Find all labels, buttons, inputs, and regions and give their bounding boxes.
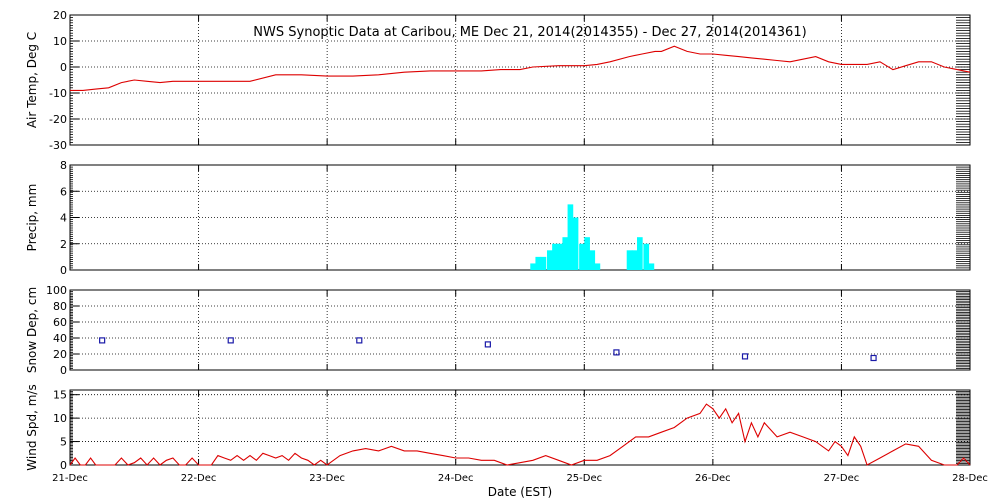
panel-1-ylabel: Air Temp, Deg C: [25, 32, 39, 128]
panel-2-tick-label: 0: [60, 264, 67, 277]
panel-2-bar: [572, 217, 579, 270]
panel-3-tick-label: 0: [60, 364, 67, 377]
panel-2-bar: [547, 250, 553, 270]
panel-3-point: [99, 337, 106, 344]
chart-panels: -30 -20 -10 0 10 20 Air Temp, Deg C 0 2 4 6 8 Precip…: [25, 9, 988, 484]
x-tick-label: 23-Dec: [309, 473, 345, 484]
x-tick-label: 22-Dec: [181, 473, 217, 484]
panel-2-bar: [637, 237, 643, 270]
panel-2-tick-label: 8: [60, 159, 67, 172]
x-tick-label: 25-Dec: [566, 473, 602, 484]
panel-4-tick-label: 10: [53, 412, 67, 425]
panel-1-tick-label: 10: [53, 35, 67, 48]
panel-2-bar: [562, 237, 569, 270]
x-tick-label: 28-Dec: [952, 473, 988, 484]
panel-1-tick-label: -10: [49, 87, 67, 100]
panel-4-tick-label: 0: [60, 459, 67, 472]
panel-3-frame: [69, 289, 971, 371]
panel-4-series-line: [69, 403, 971, 466]
panel-3-point: [741, 353, 749, 360]
panel-2-bar: [648, 263, 655, 270]
panel-3-point: [484, 341, 491, 348]
panel-3-point: [613, 349, 620, 356]
panel-2-bar: [589, 250, 596, 270]
panel-2-ylabel: Precip, mm: [25, 184, 39, 252]
x-axis-label: Date (EST): [488, 485, 552, 499]
panel-2-bar: [557, 243, 563, 270]
panel-4-tick-label: 5: [60, 436, 67, 449]
panel-4-tick-label: 15: [53, 389, 67, 402]
panel-3-ylabel: Snow Dep, cm: [25, 287, 39, 373]
x-tick-label: 24-Dec: [438, 473, 474, 484]
panel-2-bar: [626, 250, 633, 270]
panel-2-bar: [552, 243, 558, 270]
panel-2-tick-label: 6: [60, 185, 67, 198]
chart-title: NWS Synoptic Data at Caribou, ME Dec 21,…: [253, 25, 806, 40]
panel-3-tick-label: 20: [53, 348, 67, 361]
x-tick-label: 27-Dec: [824, 473, 860, 484]
panel-3-point: [356, 337, 363, 344]
panel-3-point: [227, 337, 234, 344]
panel-1-series-line: [70, 45, 971, 91]
panel-2-bar: [567, 204, 574, 270]
panel-1-tick-label: 20: [53, 9, 67, 22]
panel-3-tick-label: 40: [53, 332, 67, 345]
panel-2-tick-label: 4: [60, 212, 67, 225]
panel-3-tick-label: 80: [53, 300, 67, 313]
panel-1-tick-label: -30: [49, 139, 67, 152]
panel-2-bar: [535, 256, 542, 270]
panel-2-bar: [643, 243, 650, 270]
panel-2-bar: [631, 250, 638, 270]
panel-3-tick-label: 100: [46, 284, 67, 297]
panel-1-tick-label: -20: [49, 113, 67, 126]
panel-4-ylabel: Wind Spd, m/s: [25, 384, 39, 470]
panel-2-bar: [584, 237, 590, 270]
panel-3-point: [870, 354, 877, 362]
x-tick-label: 21-Dec: [52, 473, 88, 484]
panel-4-frame: [69, 389, 971, 466]
panel-2-bar: [530, 263, 536, 270]
panel-2-bar: [594, 263, 601, 270]
panel-1-tick-label: 0: [60, 61, 67, 74]
panel-3-tick-label: 60: [53, 316, 67, 329]
panel-2-bar: [540, 256, 547, 270]
x-tick-label: 26-Dec: [695, 473, 731, 484]
panel-2-bar: [579, 243, 585, 270]
panel-2-tick-label: 2: [60, 238, 67, 251]
